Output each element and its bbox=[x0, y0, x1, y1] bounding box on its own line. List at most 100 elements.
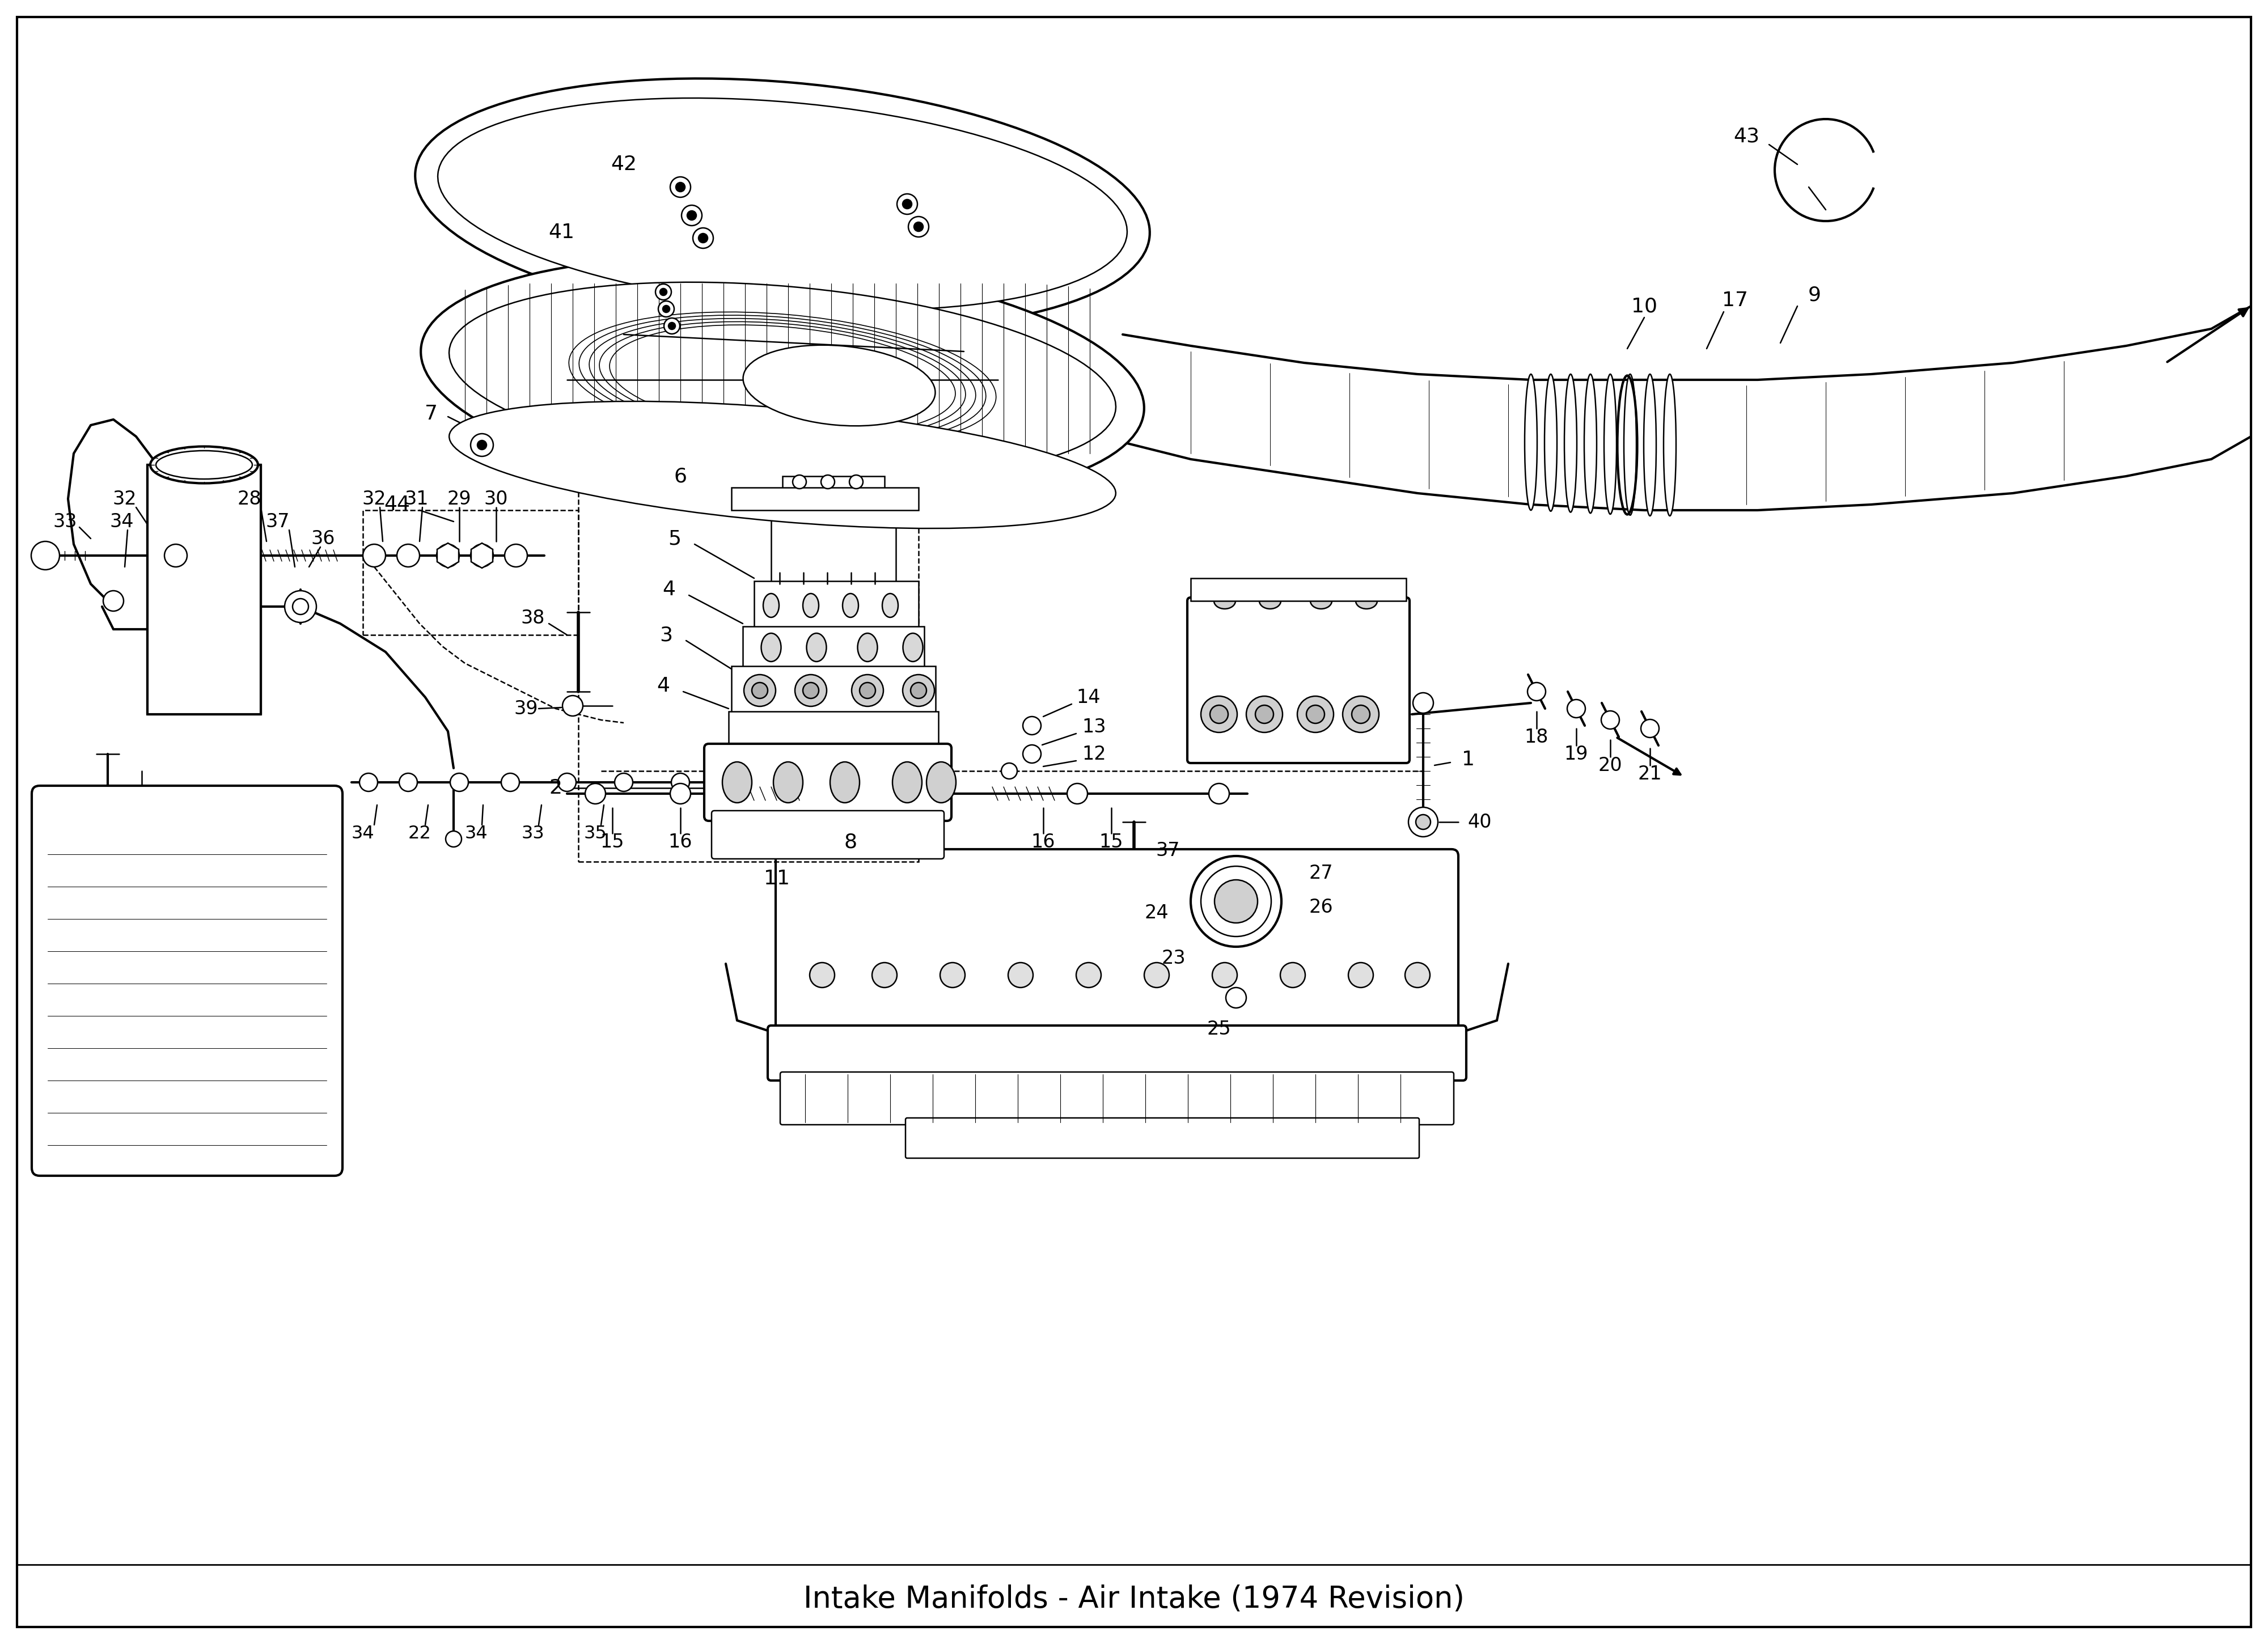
Text: 33: 33 bbox=[522, 825, 544, 842]
Circle shape bbox=[1211, 963, 1238, 988]
Circle shape bbox=[941, 963, 966, 988]
Text: 44: 44 bbox=[383, 495, 411, 515]
Circle shape bbox=[558, 773, 576, 791]
Circle shape bbox=[397, 544, 420, 567]
Text: 29: 29 bbox=[447, 490, 472, 508]
Circle shape bbox=[1023, 717, 1041, 735]
Circle shape bbox=[903, 199, 912, 209]
Text: 1: 1 bbox=[1463, 750, 1474, 769]
Circle shape bbox=[898, 194, 916, 214]
Ellipse shape bbox=[773, 761, 803, 802]
Ellipse shape bbox=[1603, 375, 1617, 515]
Circle shape bbox=[1601, 710, 1619, 728]
Circle shape bbox=[1077, 963, 1102, 988]
Text: 4: 4 bbox=[658, 676, 669, 695]
Bar bbox=[363, 510, 578, 635]
Circle shape bbox=[1413, 692, 1433, 713]
Text: 3: 3 bbox=[660, 625, 674, 644]
Bar bbox=[1191, 579, 1406, 602]
Circle shape bbox=[912, 682, 928, 699]
Text: 32: 32 bbox=[363, 490, 386, 508]
FancyBboxPatch shape bbox=[32, 786, 342, 1175]
FancyBboxPatch shape bbox=[776, 850, 1458, 1039]
Circle shape bbox=[1191, 857, 1281, 947]
Circle shape bbox=[803, 682, 819, 699]
Text: 37: 37 bbox=[265, 513, 290, 531]
Circle shape bbox=[796, 674, 826, 707]
Circle shape bbox=[699, 233, 708, 243]
Circle shape bbox=[1007, 963, 1034, 988]
Text: 12: 12 bbox=[1082, 745, 1107, 763]
Circle shape bbox=[1068, 784, 1089, 804]
Circle shape bbox=[1256, 705, 1275, 723]
Ellipse shape bbox=[415, 79, 1150, 330]
Circle shape bbox=[669, 322, 676, 329]
Text: 42: 42 bbox=[610, 155, 637, 174]
Ellipse shape bbox=[882, 593, 898, 618]
Circle shape bbox=[753, 682, 767, 699]
Circle shape bbox=[665, 317, 680, 334]
Circle shape bbox=[286, 590, 318, 623]
Circle shape bbox=[671, 784, 689, 804]
Circle shape bbox=[449, 773, 469, 791]
Text: Intake Manifolds - Air Intake (1974 Revision): Intake Manifolds - Air Intake (1974 Revi… bbox=[803, 1583, 1465, 1613]
Text: 32: 32 bbox=[113, 490, 136, 508]
Text: 9: 9 bbox=[1808, 284, 1821, 304]
FancyBboxPatch shape bbox=[905, 1118, 1420, 1157]
Circle shape bbox=[1202, 695, 1238, 733]
Circle shape bbox=[903, 674, 934, 707]
Text: 30: 30 bbox=[483, 490, 508, 508]
Circle shape bbox=[914, 222, 923, 232]
FancyBboxPatch shape bbox=[1188, 597, 1411, 763]
Bar bbox=[147, 465, 261, 713]
Ellipse shape bbox=[449, 401, 1116, 528]
Circle shape bbox=[1279, 963, 1306, 988]
Text: 16: 16 bbox=[1032, 832, 1055, 852]
Text: 7: 7 bbox=[424, 404, 438, 424]
Circle shape bbox=[658, 301, 674, 317]
Circle shape bbox=[1529, 682, 1547, 700]
Text: 22: 22 bbox=[408, 825, 431, 842]
Text: 37: 37 bbox=[1157, 842, 1179, 860]
Polygon shape bbox=[472, 543, 492, 569]
Circle shape bbox=[1415, 815, 1431, 829]
Ellipse shape bbox=[422, 256, 1143, 503]
Circle shape bbox=[680, 205, 703, 225]
Ellipse shape bbox=[762, 593, 780, 618]
Circle shape bbox=[104, 590, 122, 612]
Circle shape bbox=[293, 598, 308, 615]
Text: 18: 18 bbox=[1524, 728, 1549, 746]
Circle shape bbox=[163, 544, 186, 567]
Text: 41: 41 bbox=[549, 224, 574, 242]
Circle shape bbox=[810, 963, 835, 988]
Circle shape bbox=[1023, 745, 1041, 763]
Ellipse shape bbox=[1311, 593, 1331, 608]
Ellipse shape bbox=[721, 761, 753, 802]
Text: 26: 26 bbox=[1309, 898, 1334, 916]
Ellipse shape bbox=[1213, 593, 1236, 608]
Bar bbox=[730, 666, 937, 713]
Text: 20: 20 bbox=[1599, 756, 1622, 774]
Text: 39: 39 bbox=[515, 699, 538, 718]
Ellipse shape bbox=[1624, 375, 1637, 515]
Bar bbox=[578, 454, 919, 861]
Circle shape bbox=[1297, 695, 1334, 733]
Ellipse shape bbox=[844, 593, 857, 618]
Circle shape bbox=[694, 229, 712, 248]
Bar bbox=[771, 488, 896, 584]
Circle shape bbox=[435, 544, 458, 567]
Circle shape bbox=[1211, 705, 1229, 723]
Circle shape bbox=[1642, 720, 1660, 738]
Text: 15: 15 bbox=[1100, 832, 1123, 852]
Bar bbox=[744, 626, 925, 669]
Bar bbox=[753, 580, 919, 630]
Text: 21: 21 bbox=[1637, 764, 1662, 783]
Circle shape bbox=[1209, 784, 1229, 804]
Circle shape bbox=[1225, 988, 1247, 1008]
Text: 35: 35 bbox=[583, 825, 608, 842]
Circle shape bbox=[687, 210, 696, 220]
Ellipse shape bbox=[903, 633, 923, 661]
Circle shape bbox=[562, 695, 583, 717]
Text: 34: 34 bbox=[109, 513, 134, 531]
Circle shape bbox=[358, 773, 376, 791]
